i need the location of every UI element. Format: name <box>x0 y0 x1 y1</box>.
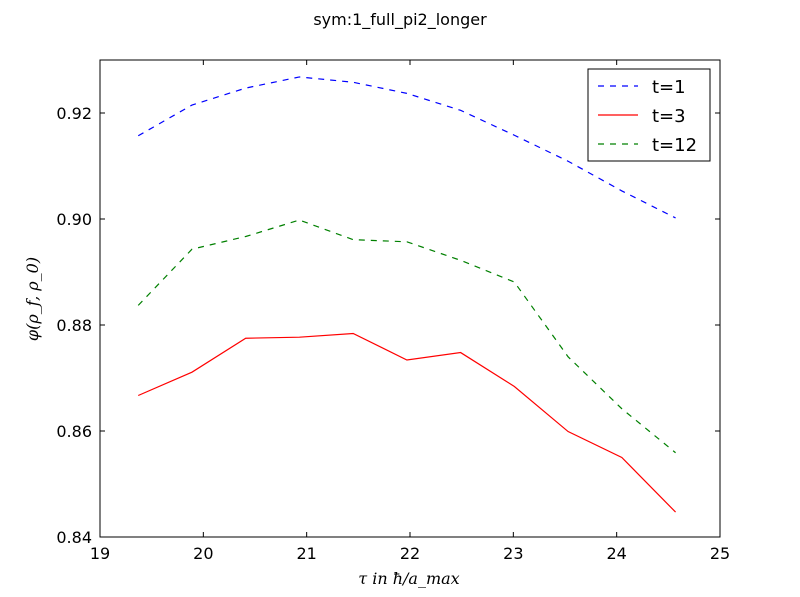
plot-area: 19 20 21 22 23 24 25 0.84 0.86 0.88 0.90 0.92 <box>56 59 730 563</box>
y-tick-label: 0.86 <box>56 422 92 441</box>
x-tick-label: 23 <box>503 544 523 563</box>
series-line-t-12 <box>137 219 676 454</box>
y-tick-label: 0.84 <box>56 528 92 547</box>
x-tick-label: 25 <box>710 544 730 563</box>
series-line-t-3 <box>137 332 676 513</box>
y-tick-label: 0.92 <box>56 104 92 123</box>
legend-label: t=1 <box>652 77 686 98</box>
x-tick-label: 21 <box>296 544 316 563</box>
x-tick-label: 19 <box>90 544 110 563</box>
y-axis-label: φ(ρ_f, ρ_0) <box>23 257 42 341</box>
y-tick-label: 0.90 <box>56 210 92 229</box>
legend-label: t=12 <box>652 135 697 156</box>
chart-title: sym:1_full_pi2_longer <box>313 10 487 30</box>
legend: t=1 t=3 t=12 <box>587 68 711 162</box>
x-axis-label: τ in ħ/a_max <box>358 569 459 588</box>
x-tick-label: 24 <box>606 544 626 563</box>
legend-label: t=3 <box>652 106 686 127</box>
x-axis-label-text: τ in ħ/a_max <box>358 569 459 588</box>
series-line-t-1 <box>137 76 676 219</box>
x-tick-label: 22 <box>400 544 420 563</box>
x-tick-label: 20 <box>193 544 213 563</box>
y-tick-label: 0.88 <box>56 316 92 335</box>
y-axis-label-text: φ(ρ_f, ρ_0) <box>23 257 42 341</box>
